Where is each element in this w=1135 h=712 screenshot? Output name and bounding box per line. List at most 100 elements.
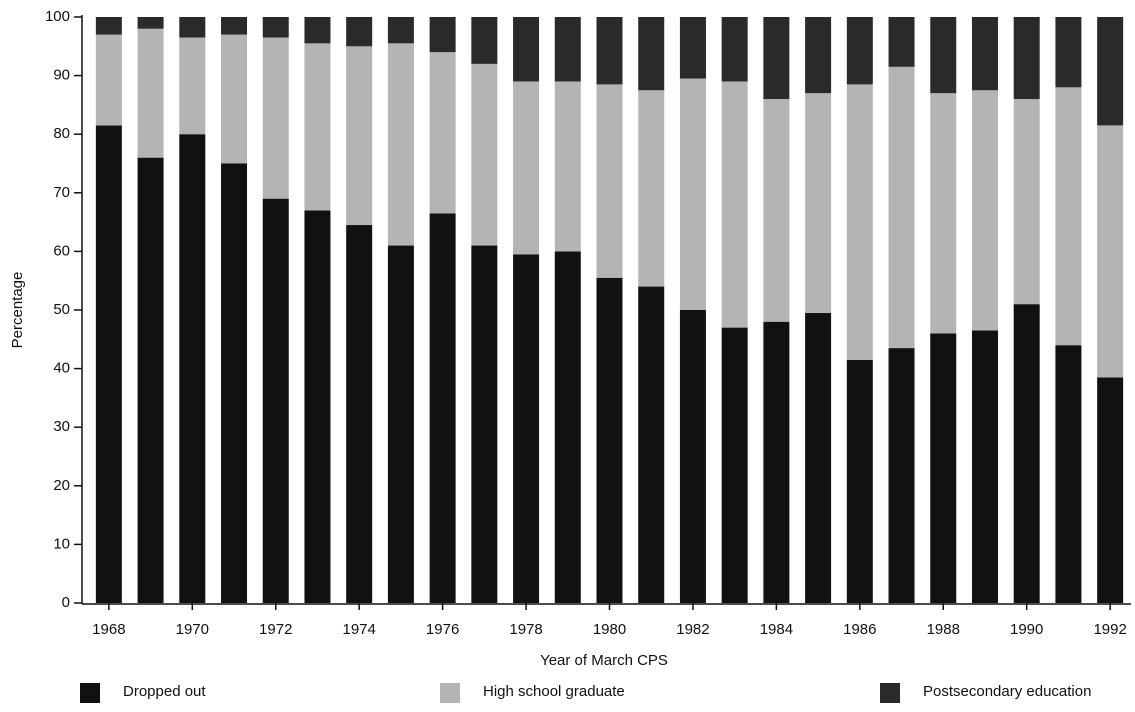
legend-swatch xyxy=(80,683,100,703)
bar-segment xyxy=(638,17,665,91)
bar-segment xyxy=(429,213,456,603)
bar-segment xyxy=(304,43,331,211)
bar-segment xyxy=(471,17,498,64)
bar-segment xyxy=(721,81,748,328)
bar-segment xyxy=(596,17,623,85)
bar-segment xyxy=(888,348,915,603)
bar-segment xyxy=(137,28,164,158)
bar-segment xyxy=(805,17,832,94)
bar-segment xyxy=(346,46,373,226)
bar-segment xyxy=(1013,17,1040,100)
bar-segment xyxy=(846,359,873,603)
bar-segment xyxy=(596,84,623,278)
bar-segment xyxy=(638,90,665,287)
x-tick-label: 1978 xyxy=(509,621,542,638)
x-tick-label: 1990 xyxy=(1010,621,1043,638)
bar-segment xyxy=(679,78,706,310)
bar-segment xyxy=(179,37,206,135)
bar-segment xyxy=(221,34,248,164)
bar-segment xyxy=(1013,304,1040,603)
bar-segment xyxy=(221,163,248,603)
bar-segment xyxy=(721,327,748,603)
bar-segment xyxy=(596,277,623,603)
x-tick-label: 1974 xyxy=(342,621,375,638)
x-tick-label: 1982 xyxy=(676,621,709,638)
bar-segment xyxy=(471,63,498,246)
bar-segment xyxy=(304,210,331,603)
bar-segment xyxy=(429,52,456,214)
bar-segment xyxy=(387,245,414,604)
y-tick-label: 50 xyxy=(53,301,70,318)
bar-segment xyxy=(221,17,248,35)
bar-segment xyxy=(387,43,414,246)
x-tick-label: 1980 xyxy=(593,621,626,638)
bar-segment xyxy=(1055,87,1082,346)
legend-swatch xyxy=(880,683,900,703)
bar-segment xyxy=(304,17,331,44)
bar-segment xyxy=(262,37,289,199)
bar-segment xyxy=(95,17,122,35)
bar-segment xyxy=(971,90,998,331)
bar-segment xyxy=(1097,125,1124,378)
bar-segment xyxy=(554,17,581,82)
bar-segment xyxy=(721,17,748,82)
bar-segment xyxy=(763,17,790,100)
bar-segment xyxy=(930,333,957,603)
bar-segment xyxy=(513,17,540,82)
y-tick-label: 30 xyxy=(53,418,70,435)
x-tick-label: 1976 xyxy=(426,621,459,638)
bar-segment xyxy=(262,198,289,603)
bar-segment xyxy=(137,17,164,29)
y-tick-label: 0 xyxy=(62,594,70,611)
y-tick-label: 60 xyxy=(53,242,70,259)
bar-segment xyxy=(554,251,581,603)
legend-label: Postsecondary education xyxy=(923,683,1091,700)
y-tick-label: 100 xyxy=(45,8,70,25)
bar-segment xyxy=(1055,345,1082,603)
bar-segment xyxy=(888,17,915,67)
bar-segment xyxy=(971,330,998,603)
x-tick-label: 1988 xyxy=(927,621,960,638)
y-tick-label: 10 xyxy=(53,535,70,552)
bar-segment xyxy=(1055,17,1082,88)
bar-segment xyxy=(805,93,832,313)
bar-segment xyxy=(179,17,206,38)
bar-segment xyxy=(679,310,706,603)
bar-segment xyxy=(971,17,998,91)
bar-segment xyxy=(346,225,373,603)
bar-segment xyxy=(387,17,414,44)
bar-segment xyxy=(888,66,915,349)
bar-segment xyxy=(846,84,873,360)
x-tick-label: 1986 xyxy=(843,621,876,638)
bar-segment xyxy=(346,17,373,47)
bar-segment xyxy=(179,134,206,603)
x-tick-label: 1992 xyxy=(1093,621,1126,638)
y-tick-label: 80 xyxy=(53,125,70,142)
bar-segment xyxy=(763,99,790,322)
bar-segment xyxy=(1013,99,1040,305)
bar-segment xyxy=(638,286,665,603)
x-tick-label: 1968 xyxy=(92,621,125,638)
legend-label: Dropped out xyxy=(123,683,206,700)
bar-segment xyxy=(95,34,122,126)
bar-segment xyxy=(763,321,790,603)
bar-segment xyxy=(1097,377,1124,603)
x-axis-label: Year of March CPS xyxy=(540,652,668,669)
y-tick-label: 20 xyxy=(53,477,70,494)
bar-segment xyxy=(513,254,540,603)
x-tick-label: 1970 xyxy=(176,621,209,638)
bar-segment xyxy=(554,81,581,252)
bar-segment xyxy=(471,245,498,604)
x-tick-label: 1972 xyxy=(259,621,292,638)
legend-swatch xyxy=(440,683,460,703)
y-tick-label: 90 xyxy=(53,67,70,84)
legend-label: High school graduate xyxy=(483,683,625,700)
bar-segment xyxy=(429,17,456,53)
bar-segment xyxy=(1097,17,1124,126)
bar-segment xyxy=(930,93,957,334)
bar-segment xyxy=(513,81,540,255)
bar-segment xyxy=(805,312,832,603)
y-tick-label: 70 xyxy=(53,184,70,201)
bar-segment xyxy=(846,17,873,85)
